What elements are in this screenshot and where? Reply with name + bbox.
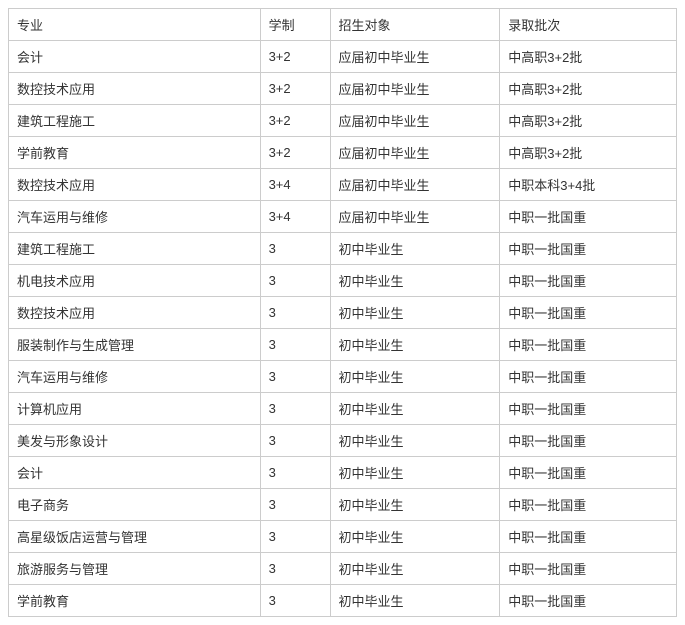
table-cell: 学前教育 — [9, 137, 261, 169]
table-cell: 美发与形象设计 — [9, 425, 261, 457]
table-cell: 初中毕业生 — [330, 425, 500, 457]
table-cell: 初中毕业生 — [330, 361, 500, 393]
table-cell: 机电技术应用 — [9, 265, 261, 297]
table-row: 汽车运用与维修3初中毕业生中职一批国重 — [9, 361, 677, 393]
table-row: 汽车运用与维修3+4应届初中毕业生中职一批国重 — [9, 201, 677, 233]
table-row: 旅游服务与管理3初中毕业生中职一批国重 — [9, 553, 677, 585]
table-cell: 3+2 — [260, 73, 330, 105]
table-cell: 3+2 — [260, 137, 330, 169]
table-cell: 3 — [260, 553, 330, 585]
table-cell: 中职一批国重 — [500, 393, 677, 425]
table-cell: 应届初中毕业生 — [330, 201, 500, 233]
table-cell: 中高职3+2批 — [500, 105, 677, 137]
table-row: 数控技术应用3+4应届初中毕业生中职本科3+4批 — [9, 169, 677, 201]
table-cell: 中职一批国重 — [500, 201, 677, 233]
header-cell: 专业 — [9, 9, 261, 41]
table-cell: 3 — [260, 361, 330, 393]
table-cell: 应届初中毕业生 — [330, 169, 500, 201]
table-row: 高星级饭店运营与管理3初中毕业生中职一批国重 — [9, 521, 677, 553]
table-cell: 中职一批国重 — [500, 553, 677, 585]
table-cell: 服装制作与生成管理 — [9, 329, 261, 361]
table-cell: 3+2 — [260, 105, 330, 137]
table-cell: 初中毕业生 — [330, 457, 500, 489]
table-cell: 应届初中毕业生 — [330, 73, 500, 105]
table-cell: 会计 — [9, 41, 261, 73]
header-cell: 招生对象 — [330, 9, 500, 41]
table-cell: 计算机应用 — [9, 393, 261, 425]
table-row: 建筑工程施工3+2应届初中毕业生中高职3+2批 — [9, 105, 677, 137]
table-cell: 数控技术应用 — [9, 73, 261, 105]
table-cell: 中职一批国重 — [500, 329, 677, 361]
table-cell: 初中毕业生 — [330, 521, 500, 553]
table-row: 学前教育3初中毕业生中职一批国重 — [9, 585, 677, 617]
table-row: 机电技术应用3初中毕业生中职一批国重 — [9, 265, 677, 297]
table-row: 数控技术应用3+2应届初中毕业生中高职3+2批 — [9, 73, 677, 105]
table-cell: 中职一批国重 — [500, 361, 677, 393]
table-cell: 初中毕业生 — [330, 233, 500, 265]
table-header-row: 专业学制招生对象录取批次 — [9, 9, 677, 41]
table-row: 美发与形象设计3初中毕业生中职一批国重 — [9, 425, 677, 457]
table-cell: 初中毕业生 — [330, 393, 500, 425]
table-cell: 初中毕业生 — [330, 297, 500, 329]
table-cell: 中高职3+2批 — [500, 137, 677, 169]
table-cell: 3 — [260, 297, 330, 329]
table-cell: 电子商务 — [9, 489, 261, 521]
table-cell: 3 — [260, 393, 330, 425]
table-cell: 旅游服务与管理 — [9, 553, 261, 585]
table-row: 数控技术应用3初中毕业生中职一批国重 — [9, 297, 677, 329]
table-cell: 中职一批国重 — [500, 265, 677, 297]
table-cell: 初中毕业生 — [330, 553, 500, 585]
table-cell: 3+2 — [260, 41, 330, 73]
table-cell: 汽车运用与维修 — [9, 201, 261, 233]
table-cell: 会计 — [9, 457, 261, 489]
table-cell: 中职一批国重 — [500, 521, 677, 553]
table-row: 服装制作与生成管理3初中毕业生中职一批国重 — [9, 329, 677, 361]
table-cell: 中职一批国重 — [500, 457, 677, 489]
table-cell: 初中毕业生 — [330, 265, 500, 297]
table-cell: 3+4 — [260, 201, 330, 233]
table-cell: 中职一批国重 — [500, 297, 677, 329]
table-cell: 中职一批国重 — [500, 233, 677, 265]
table-row: 会计3+2应届初中毕业生中高职3+2批 — [9, 41, 677, 73]
table-row: 学前教育3+2应届初中毕业生中高职3+2批 — [9, 137, 677, 169]
table-cell: 建筑工程施工 — [9, 105, 261, 137]
table-cell: 3 — [260, 265, 330, 297]
table-cell: 数控技术应用 — [9, 297, 261, 329]
table-cell: 初中毕业生 — [330, 489, 500, 521]
table-cell: 3+4 — [260, 169, 330, 201]
table-cell: 3 — [260, 521, 330, 553]
table-cell: 应届初中毕业生 — [330, 105, 500, 137]
table-cell: 3 — [260, 329, 330, 361]
admissions-table: 专业学制招生对象录取批次会计3+2应届初中毕业生中高职3+2批数控技术应用3+2… — [8, 8, 677, 617]
table-cell: 初中毕业生 — [330, 585, 500, 617]
table-row: 电子商务3初中毕业生中职一批国重 — [9, 489, 677, 521]
table-cell: 初中毕业生 — [330, 329, 500, 361]
table-cell: 3 — [260, 489, 330, 521]
table-cell: 3 — [260, 585, 330, 617]
table-row: 计算机应用3初中毕业生中职一批国重 — [9, 393, 677, 425]
table-row: 会计3初中毕业生中职一批国重 — [9, 457, 677, 489]
table-cell: 3 — [260, 425, 330, 457]
table-cell: 应届初中毕业生 — [330, 41, 500, 73]
table-cell: 中高职3+2批 — [500, 73, 677, 105]
table-cell: 数控技术应用 — [9, 169, 261, 201]
table-cell: 中职一批国重 — [500, 489, 677, 521]
table-cell: 中职一批国重 — [500, 585, 677, 617]
table-cell: 高星级饭店运营与管理 — [9, 521, 261, 553]
table-cell: 汽车运用与维修 — [9, 361, 261, 393]
table-cell: 中职本科3+4批 — [500, 169, 677, 201]
table-cell: 中高职3+2批 — [500, 41, 677, 73]
table-cell: 中职一批国重 — [500, 425, 677, 457]
table-cell: 3 — [260, 233, 330, 265]
header-cell: 录取批次 — [500, 9, 677, 41]
table-cell: 学前教育 — [9, 585, 261, 617]
table-cell: 建筑工程施工 — [9, 233, 261, 265]
header-cell: 学制 — [260, 9, 330, 41]
table-cell: 应届初中毕业生 — [330, 137, 500, 169]
table-body: 专业学制招生对象录取批次会计3+2应届初中毕业生中高职3+2批数控技术应用3+2… — [9, 9, 677, 617]
table-cell: 3 — [260, 457, 330, 489]
table-row: 建筑工程施工3初中毕业生中职一批国重 — [9, 233, 677, 265]
